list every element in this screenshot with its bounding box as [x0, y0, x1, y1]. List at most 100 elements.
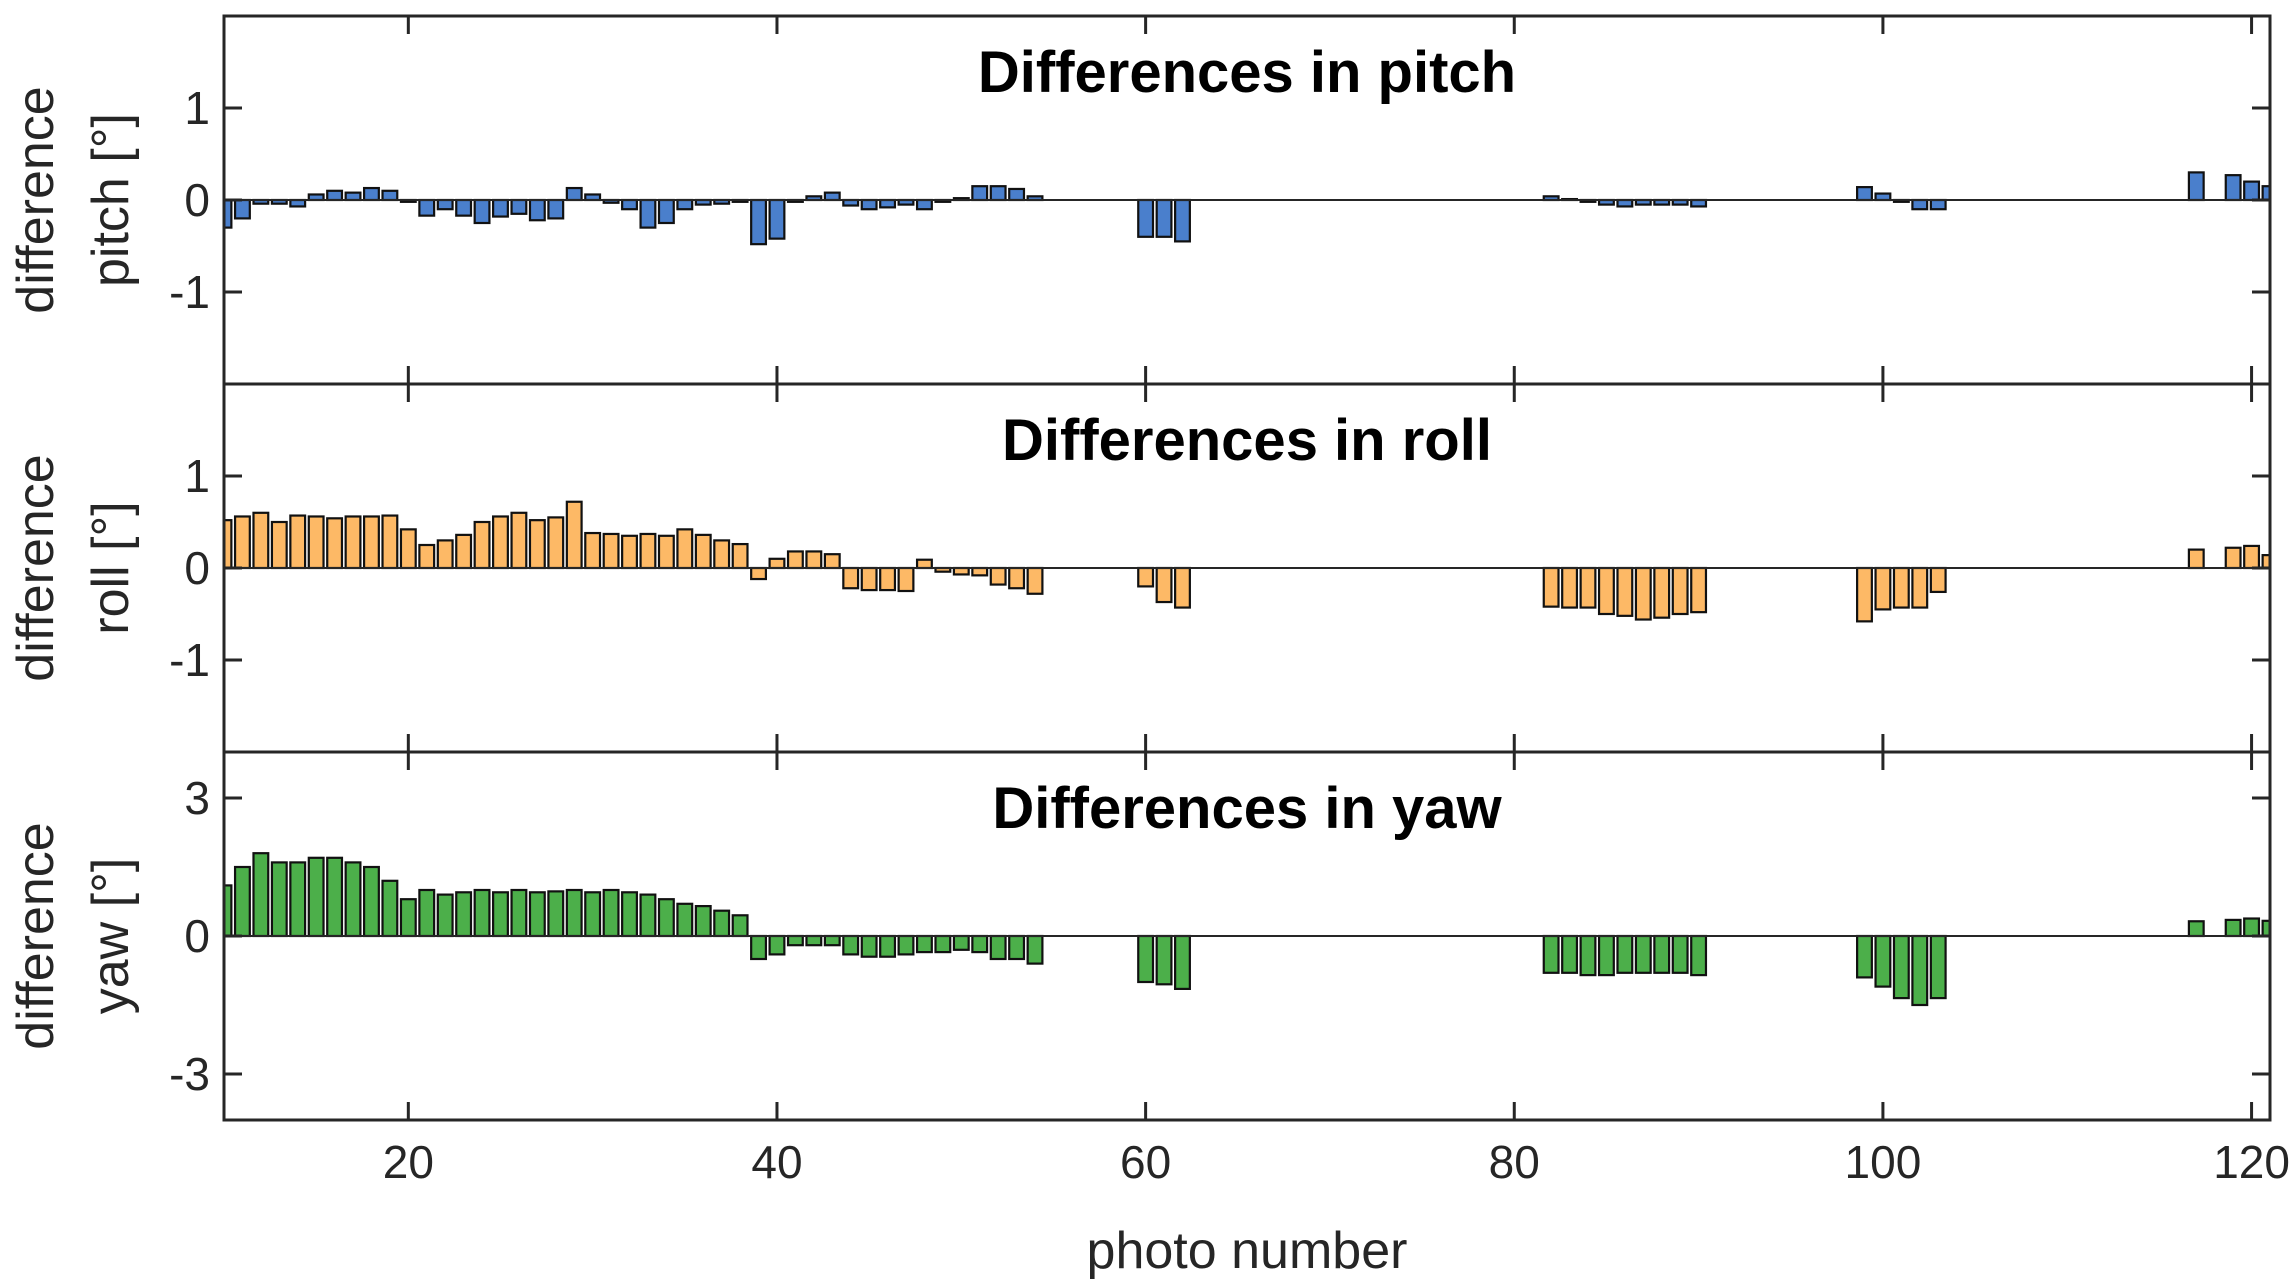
- bar: [289, 861, 307, 938]
- bar: [750, 934, 768, 961]
- bar: [1856, 186, 1873, 202]
- bar: [1579, 566, 1597, 609]
- bar: [2224, 918, 2242, 938]
- bar: [344, 515, 362, 570]
- bar: [326, 189, 344, 202]
- bar: [565, 500, 583, 570]
- bar: [510, 888, 528, 938]
- bar: [768, 557, 786, 570]
- x-tick-label: 100: [1845, 1136, 1922, 1188]
- bar: [1892, 566, 1910, 609]
- bar: [731, 542, 749, 570]
- bar: [252, 852, 270, 938]
- bar: [731, 914, 749, 938]
- bar: [1911, 934, 1929, 1007]
- bar: [621, 891, 638, 938]
- bar: [1008, 187, 1026, 202]
- bar: [676, 528, 694, 570]
- bar: [1653, 566, 1671, 619]
- bar: [952, 934, 970, 951]
- chart-title: Differences in yaw: [992, 776, 1502, 841]
- bar: [399, 528, 417, 570]
- bar: [362, 865, 380, 938]
- bar: [362, 186, 380, 202]
- panel-pitch: -1 0 1 Differences in pitch difference pit…: [7, 14, 2272, 386]
- bar: [1929, 198, 1947, 211]
- bar: [842, 934, 860, 956]
- x-tick-label: 20: [383, 1136, 434, 1188]
- bar: [897, 566, 915, 593]
- panel-yaw: -3 0 3 20 40 60 80 100 120 Differences in yaw di…: [7, 750, 2290, 1188]
- bar: [289, 514, 307, 570]
- y-tick-label: 1: [184, 450, 210, 502]
- y-axis-label: difference: [7, 822, 65, 1049]
- y-axis-unit-label: roll [°]: [82, 501, 140, 634]
- bar: [676, 902, 694, 938]
- bar: [860, 198, 878, 211]
- bar: [1892, 934, 1910, 1000]
- bar: [1174, 198, 1191, 243]
- bar: [270, 520, 288, 570]
- bar: [1579, 934, 1597, 977]
- y-tick-label: -1: [169, 634, 210, 686]
- bar: [2243, 180, 2261, 202]
- bar: [381, 189, 399, 202]
- bar: [713, 909, 731, 938]
- bar: [1008, 934, 1026, 961]
- bar: [399, 898, 417, 938]
- bar: [989, 934, 1007, 961]
- bar: [657, 534, 675, 570]
- bar: [1929, 566, 1947, 594]
- bar: [344, 191, 362, 202]
- bar: [602, 888, 620, 938]
- bar: [492, 198, 509, 218]
- bar: [528, 891, 546, 938]
- bar: [860, 566, 878, 592]
- x-axis-label: photo number: [1087, 1222, 1408, 1280]
- panel-roll: -1 0 1 Differences in roll difference roll…: [7, 382, 2272, 754]
- bar: [1542, 934, 1560, 974]
- y-axis-label: difference: [7, 454, 65, 681]
- bar: [1137, 934, 1155, 984]
- bar: [1561, 934, 1579, 974]
- bar: [879, 934, 897, 958]
- bar: [473, 520, 491, 570]
- bar: [823, 191, 841, 202]
- y-tick-label: 0: [184, 542, 210, 594]
- bar: [381, 514, 399, 570]
- bar: [473, 198, 491, 225]
- bar: [1597, 934, 1615, 977]
- bar: [915, 198, 933, 211]
- bar: [897, 934, 915, 956]
- bar: [418, 198, 436, 217]
- bar: [768, 934, 786, 956]
- bar: [492, 515, 509, 570]
- bar: [879, 566, 897, 592]
- bar: [270, 861, 288, 938]
- bar: [639, 532, 657, 570]
- y-tick-label: 0: [184, 174, 210, 226]
- bar: [1137, 198, 1155, 238]
- bar: [233, 515, 251, 570]
- bar: [1561, 566, 1579, 609]
- chart-title: Differences in pitch: [978, 40, 1516, 105]
- bar: [639, 198, 657, 229]
- bar: [436, 198, 454, 211]
- x-tick-label: 120: [2213, 1136, 2290, 1188]
- bar: [989, 566, 1007, 586]
- bar: [1542, 566, 1560, 608]
- bar: [621, 198, 638, 211]
- bar: [436, 539, 454, 570]
- bar: [565, 888, 583, 938]
- bar: [1155, 934, 1173, 986]
- bar: [1911, 566, 1929, 609]
- y-axis-label: difference: [7, 86, 65, 313]
- bar: [657, 898, 675, 938]
- bar: [326, 517, 344, 570]
- bar: [2187, 920, 2205, 938]
- bar: [1174, 934, 1191, 991]
- bar: [1634, 934, 1652, 974]
- bar: [694, 533, 712, 570]
- bar: [565, 186, 583, 202]
- bar: [1856, 566, 1873, 623]
